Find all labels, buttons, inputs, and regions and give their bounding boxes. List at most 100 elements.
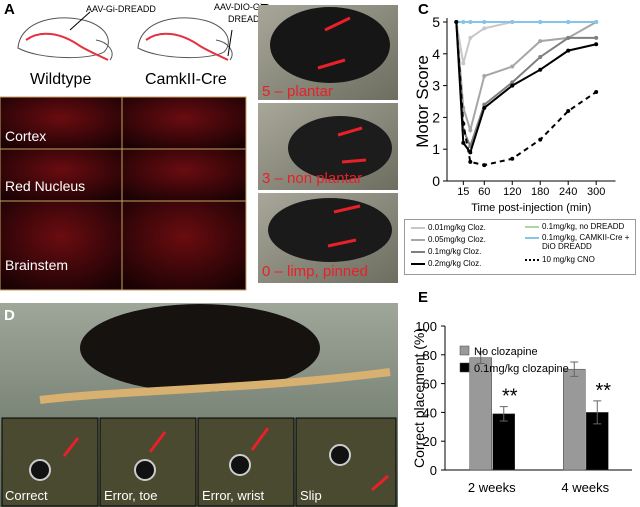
x-tick-label: 180: [531, 186, 549, 198]
row-label: Brainstem: [5, 257, 68, 273]
legend-label: 0.1mg/kg clozapine: [474, 363, 569, 375]
legend-item: 0.05mg/kg Cloz.: [411, 235, 521, 244]
data-point: [468, 35, 473, 40]
data-point: [454, 20, 459, 24]
error-bar: [570, 361, 579, 377]
mouse-photos: [258, 5, 398, 283]
y-tick-label: 20: [423, 434, 437, 449]
y-tick-label: 100: [415, 319, 437, 334]
legend-swatch: [411, 227, 425, 229]
data-point: [510, 83, 515, 88]
bar: [492, 413, 515, 471]
x-tick-label: 60: [478, 186, 490, 198]
data-point: [461, 20, 466, 24]
data-point: [482, 102, 487, 107]
panel-letter: D: [4, 307, 15, 324]
data-point: [461, 140, 466, 145]
data-point: [461, 61, 466, 66]
data-point: [594, 89, 599, 94]
legend-label: No clozapine: [474, 346, 538, 358]
arrow: [62, 427, 389, 492]
data-point: [461, 121, 466, 126]
data-point: [566, 20, 571, 24]
legend-item: 0.1mg/kg, no DREADD: [525, 222, 633, 231]
y-tick-label: 3: [432, 78, 440, 94]
x-axis-label: Time post-injection (min): [471, 202, 591, 214]
vector-label: AAV-Gi-DREADD: [86, 4, 156, 14]
data-point: [510, 20, 515, 24]
column-label: CamkII-Cre: [145, 71, 227, 88]
y-tick-label: 2: [432, 109, 440, 125]
x-tick-label: 15: [457, 186, 469, 198]
legend-swatch: [411, 251, 425, 253]
legend-swatch: [459, 362, 470, 373]
y-tick-label: 0: [430, 463, 437, 478]
data-point: [510, 80, 515, 85]
data-point: [482, 26, 487, 31]
x-tick-label: 120: [503, 186, 521, 198]
y-tick-label: 4: [432, 46, 440, 62]
panel-letter: E: [418, 289, 428, 306]
vector-label: AAV-DIO-Gi-: [214, 2, 265, 12]
data-point: [482, 20, 487, 24]
data-point: [468, 20, 473, 24]
legend-swatch: [525, 237, 539, 239]
row-label: Cortex: [5, 128, 46, 144]
y-tick-label: 80: [423, 348, 437, 363]
x-tick-label: 240: [559, 186, 577, 198]
error-bar: [499, 406, 508, 422]
bar: [563, 368, 586, 471]
error-bar: [593, 400, 602, 425]
data-point: [482, 163, 487, 168]
legend-label: 0.05mg/kg Cloz.: [428, 235, 486, 244]
legend-swatch: [411, 239, 425, 241]
data-point: [468, 159, 473, 164]
legend-label: 0.01mg/kg Cloz.: [428, 223, 486, 232]
legend-swatch: [525, 226, 539, 228]
legend-label: 0.1mg/kg Cloz.: [428, 247, 482, 256]
error-bar: [476, 351, 485, 364]
data-point: [538, 54, 543, 59]
treadmill-photo: [0, 303, 398, 507]
pointer: [227, 29, 233, 57]
score-label: 3 – non plantar: [262, 170, 362, 187]
inset-label: Error, toe: [104, 488, 157, 503]
legend-swatch: [525, 259, 539, 261]
data-point: [538, 20, 543, 24]
legend-swatch: [411, 263, 425, 265]
legend-swatch: [459, 345, 470, 356]
brain-sketch: [17, 17, 233, 61]
x-tick-label: 300: [587, 186, 605, 198]
inset-label: Correct: [5, 488, 48, 503]
data-point: [566, 48, 571, 53]
data-point: [538, 39, 543, 44]
row-label: Red Nucleus: [5, 178, 85, 194]
histology-grid: [0, 96, 247, 291]
series-line: [455, 21, 597, 134]
x-tick-label: 2 weeks: [468, 480, 516, 495]
legend-item: 0.2mg/kg Cloz.: [411, 259, 521, 268]
inset-label: Slip: [300, 488, 322, 503]
y-tick-label: 40: [423, 405, 437, 420]
data-point: [566, 35, 571, 40]
y-tick-label: 5: [432, 14, 440, 30]
x-tick-label: 4 weeks: [561, 480, 609, 495]
data-point: [594, 20, 599, 24]
y-axis-label: Motor Score: [413, 55, 432, 148]
legend-label: 0.1mg/kg, no DREADD: [542, 222, 625, 231]
legend-label: 0.2mg/kg Cloz.: [428, 259, 482, 268]
brain-highlight: [25, 32, 229, 61]
series-line: [455, 21, 597, 155]
data-point: [468, 128, 473, 133]
inset-label: Error, wrist: [202, 488, 265, 503]
data-point: [510, 64, 515, 69]
score-label: 5 – plantar: [262, 83, 333, 100]
legend-item: 0.1mg/kg Cloz.: [411, 247, 521, 256]
data-point: [594, 42, 599, 47]
legend-label: 10 mg/kg CNO: [542, 255, 595, 264]
series-line: [455, 21, 597, 64]
significance: **: [502, 386, 518, 408]
legend-item: 10 mg/kg CNO: [525, 255, 633, 264]
